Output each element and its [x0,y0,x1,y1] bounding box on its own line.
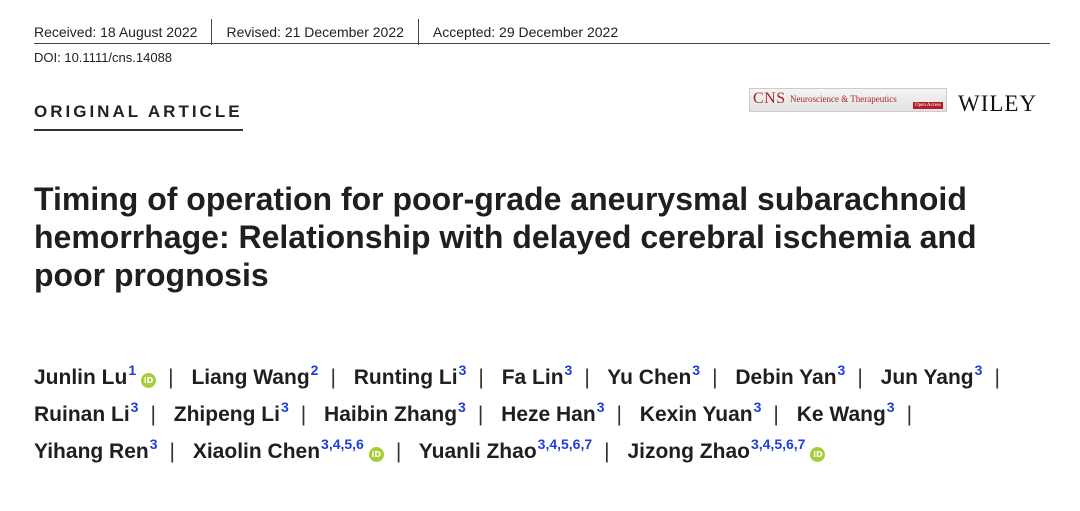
author[interactable]: Kexin Yuan3 | [639,399,791,426]
date-divider [417,19,419,45]
author-separator: | [712,366,718,389]
author-name[interactable]: Heze Han [501,403,596,426]
author-separator: | [477,403,484,426]
author-separator: | [604,440,610,463]
affiliation-superscript[interactable]: 2 [310,362,319,378]
author-name[interactable]: Jizong Zhao [627,440,750,463]
orcid-icon[interactable]: iD [141,373,157,388]
author[interactable]: Ruinan Li3 | [34,399,168,426]
date-divider [211,19,213,45]
author[interactable]: Liang Wang2 | [191,362,347,389]
orcid-icon[interactable]: iD [810,447,826,462]
author-name[interactable]: Xiaolin Chen [192,440,321,463]
author-separator: | [994,366,1000,389]
doi-link[interactable]: DOI: 10.1111/cns.14088 [34,50,173,65]
revised-date: Revised: 21 December 2022 [226,24,404,40]
journal-abbrev: CNS [753,90,786,107]
author-name[interactable]: Yu Chen [607,366,692,389]
affiliation-superscript[interactable]: 3 [692,362,701,378]
affiliation-superscript[interactable]: 3,4,5,6,7 [537,436,593,452]
author[interactable]: Junlin Lu1 iD | [34,362,186,389]
author-name[interactable]: Zhipeng Li [173,403,280,426]
affiliation-superscript[interactable]: 3 [458,399,466,415]
author[interactable]: Xiaolin Chen3,4,5,6 iD | [192,436,413,463]
author-name[interactable]: Runting Li [353,366,458,389]
author[interactable]: Haibin Zhang3 | [324,399,495,426]
author-name[interactable]: Debin Yan [735,366,837,389]
author[interactable]: Heze Han3 | [501,399,634,426]
affiliation-superscript[interactable]: 3 [596,399,605,415]
author-name[interactable]: Yuanli Zhao [418,440,537,463]
author[interactable]: Yuanli Zhao3,4,5,6,7 | [418,436,622,463]
accepted-date: Accepted: 29 December 2022 [432,24,619,40]
article-type-label: ORIGINAL ARTICLE [34,102,243,131]
author-separator: | [857,366,863,389]
orcid-icon[interactable]: iD [368,447,384,462]
author-name[interactable]: Ke Wang [796,403,886,426]
received-date: Received: 18 August 2022 [34,24,198,40]
author-separator: | [478,366,484,389]
affiliation-superscript[interactable]: 1 [128,362,137,378]
author[interactable]: Jun Yang3 | [880,362,1012,389]
journal-logo: CNS Neuroscience & Therapeutics Open Acc… [749,88,947,112]
affiliation-superscript[interactable]: 3 [753,399,762,415]
affiliation-superscript[interactable]: 3 [564,362,573,378]
affiliation-superscript[interactable]: 3 [886,399,895,415]
affiliation-superscript[interactable]: 3 [974,362,983,378]
author-separator: | [616,403,622,426]
author[interactable]: Debin Yan3 | [735,362,874,389]
affiliation-superscript[interactable]: 3,4,5,6 [321,436,364,452]
journal-name: Neuroscience & Therapeutics [790,94,897,104]
author[interactable]: Ke Wang3 | [796,399,924,426]
author[interactable]: Fa Lin3 | [501,362,602,389]
author-separator: | [300,403,307,426]
publisher-logo: WILEY [958,91,1038,116]
author-separator: | [330,366,336,389]
author-list: Junlin Lu1iD | Liang Wang2 | Runting Li3 | … [34,360,1044,471]
author-name[interactable]: Haibin Zhang [324,403,458,426]
affiliation-superscript[interactable]: 3 [280,399,289,415]
author[interactable]: Zhipeng Li3 | [173,399,318,426]
history-dates: Received: 18 August 2022 Revised: 21 Dec… [34,19,1050,45]
article-title: Timing of operation for poor-grade aneur… [34,181,977,293]
author-separator: | [773,403,779,426]
author[interactable]: Yihang Ren3 | [34,436,187,463]
affiliation-superscript[interactable]: 3,4,5,6,7 [750,436,806,452]
author-separator: | [906,403,913,426]
author-name[interactable]: Liang Wang [191,366,310,389]
author-name[interactable]: Ruinan Li [34,403,130,426]
author-separator: | [150,403,156,426]
author-separator: | [168,366,174,389]
author-separator: | [395,440,402,463]
open-access-badge: Open Access [913,102,943,109]
author[interactable]: Runting Li3 | [353,362,496,389]
author-name[interactable]: Jun Yang [880,366,974,389]
author-name[interactable]: Yihang Ren [34,440,149,463]
header-rule [34,43,1050,44]
affiliation-superscript[interactable]: 3 [837,362,846,378]
author-name[interactable]: Junlin Lu [34,366,128,389]
affiliation-superscript[interactable]: 3 [458,362,467,378]
affiliation-superscript[interactable]: 3 [130,399,139,415]
affiliation-superscript[interactable]: 3 [149,436,158,452]
author-name[interactable]: Kexin Yuan [639,403,753,426]
author-separator: | [584,366,590,389]
author-separator: | [169,440,175,463]
author[interactable]: Yu Chen3 | [607,362,729,389]
author-name[interactable]: Fa Lin [501,366,564,389]
author[interactable]: Jizong Zhao3,4,5,6,7 iD [627,436,826,463]
